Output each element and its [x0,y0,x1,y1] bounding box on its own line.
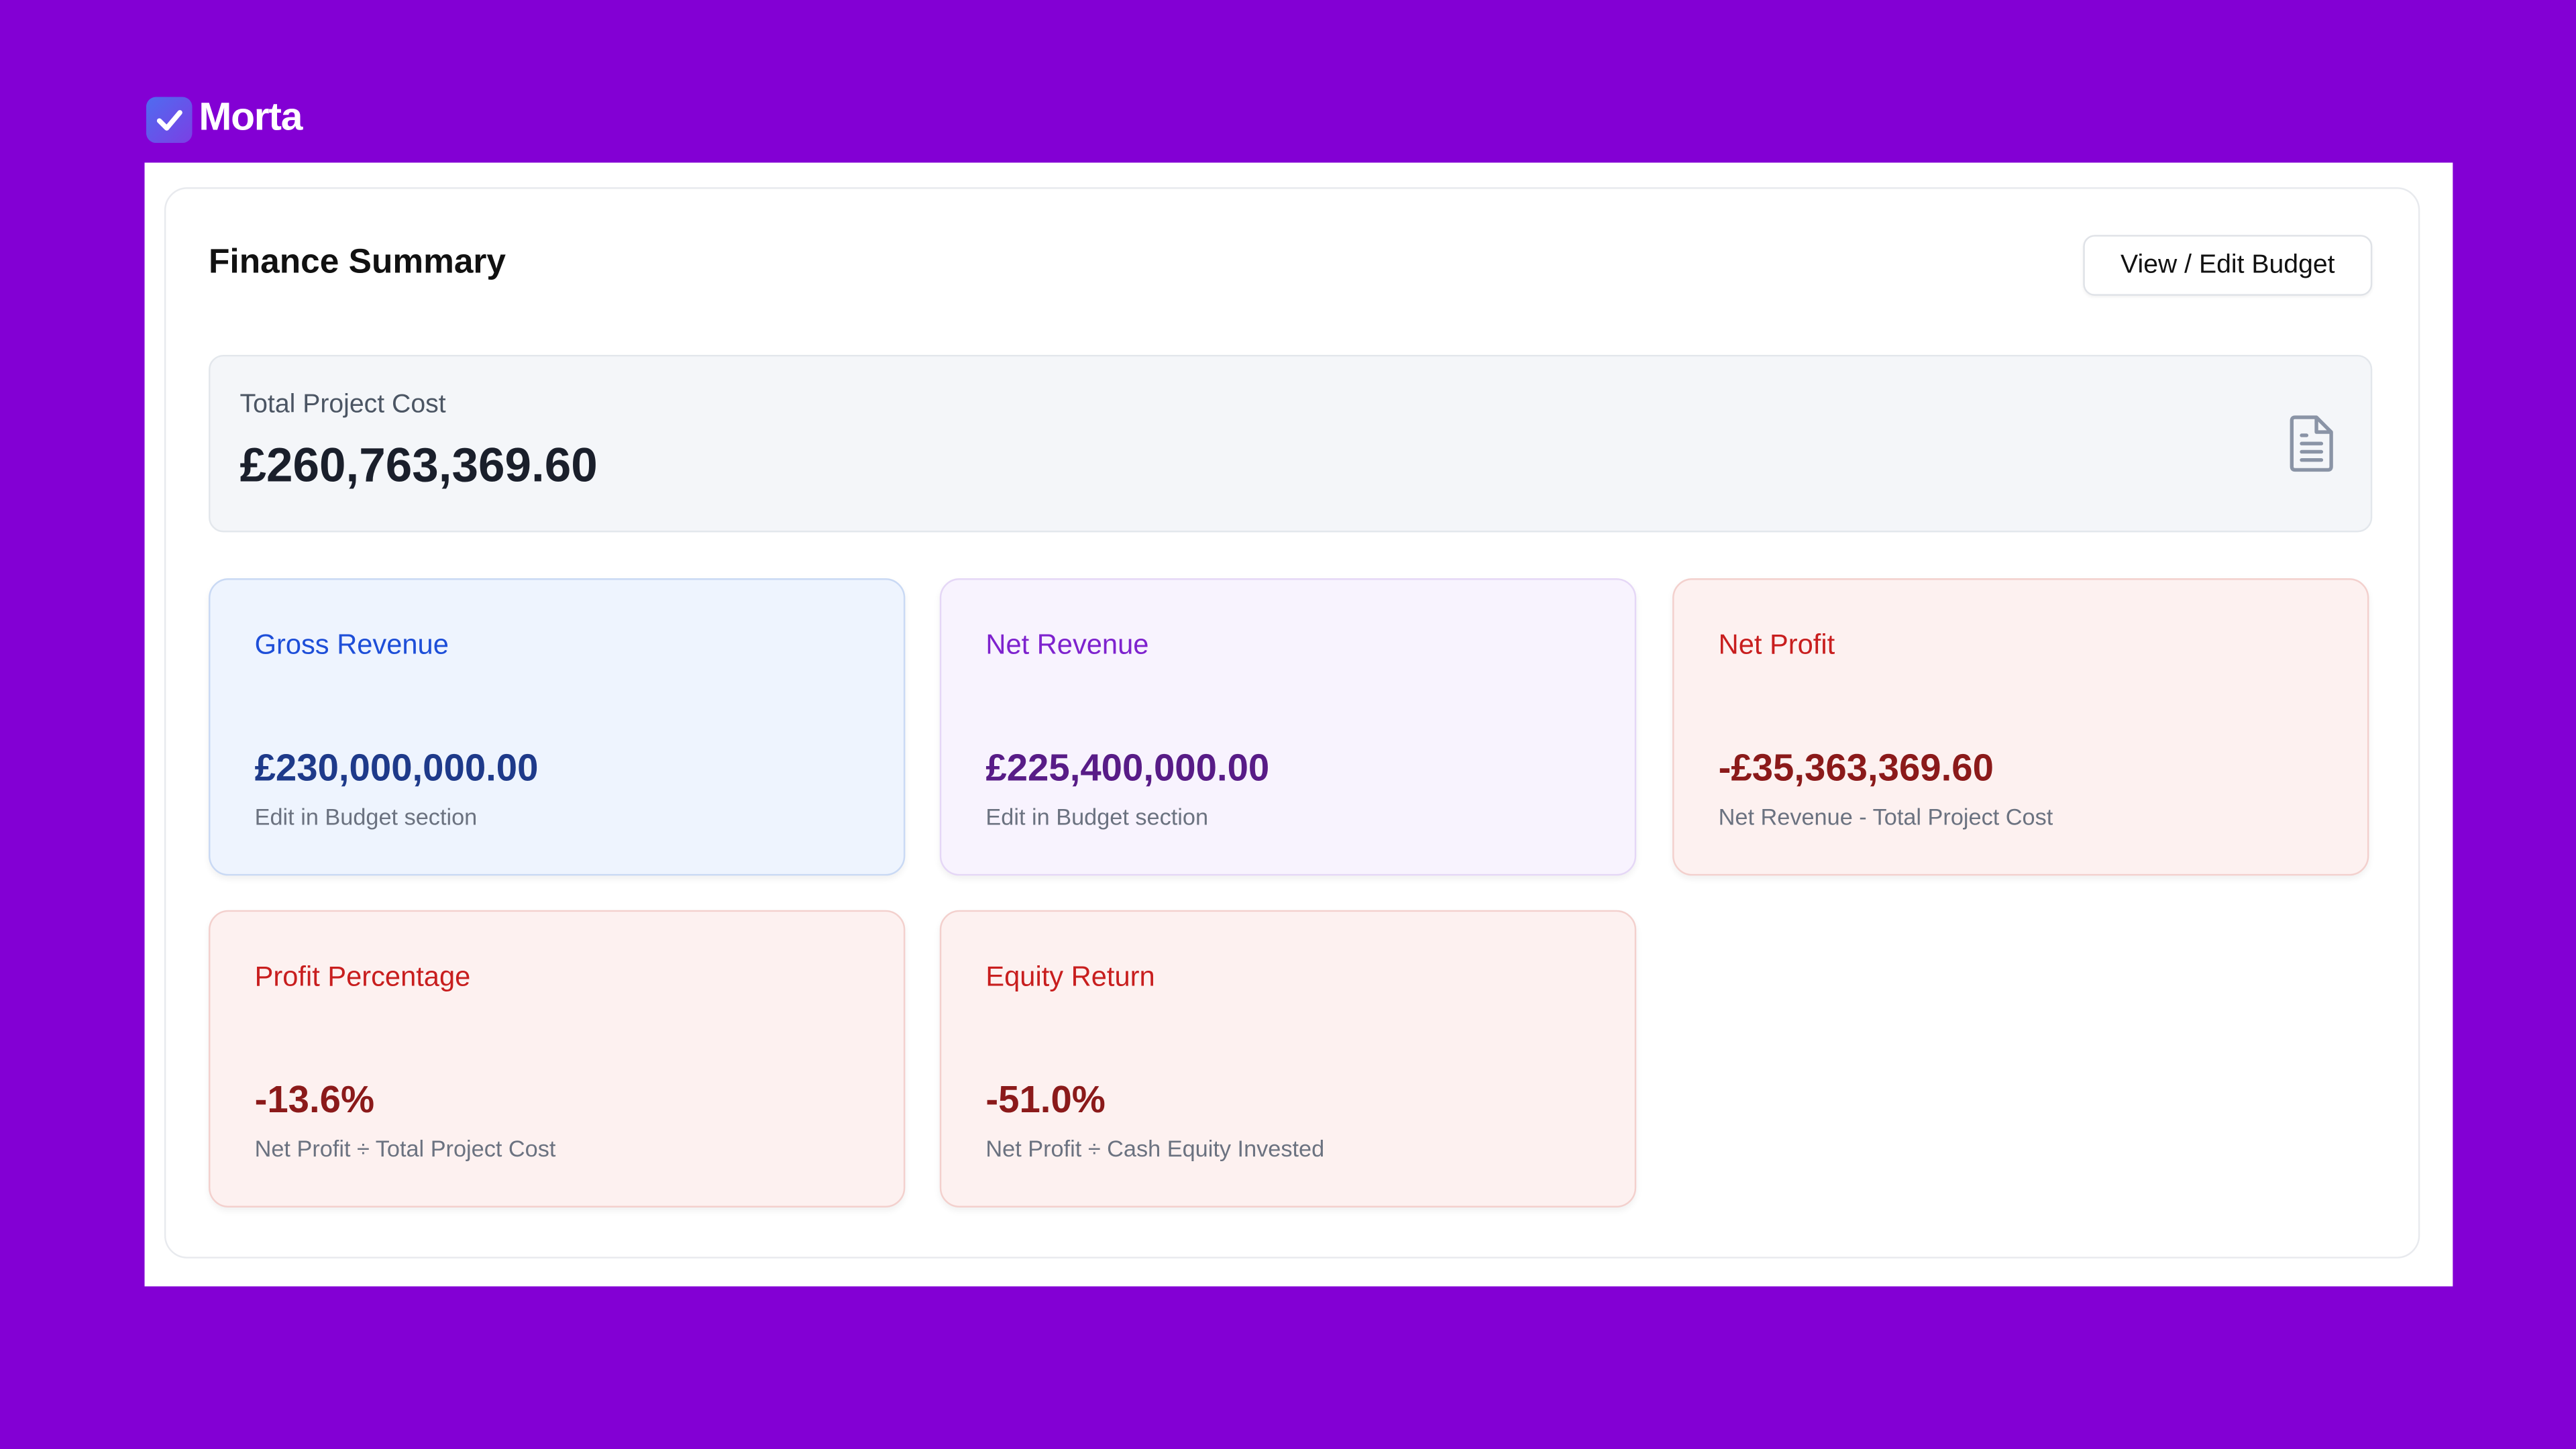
metric-note: Edit in Budget section [985,803,1209,830]
metric-value: -13.6% [254,1077,375,1121]
metric-label: Gross Revenue [254,629,449,661]
logo-check [156,110,182,131]
metric-card: Gross Revenue £230,000,000.00 Edit in Budg… [209,578,906,876]
metric-label: Net Profit [1718,629,1835,661]
metric-card: Net Revenue £225,400,000.00 Edit in Budget… [939,578,1637,876]
metric-card: Profit Percentage -13.6% Net Profit ÷ Tota… [209,910,906,1208]
brand: Morta [199,95,303,140]
metric-value: -£35,363,369.60 [1718,745,1994,789]
title: Finance Summary [209,243,506,281]
metric-label: Profit Percentage [254,961,471,993]
metric-value: £230,000,000.00 [254,745,539,789]
metric-note: Net Profit ÷ Cash Equity Invested [985,1135,1325,1162]
metric-card: Net Profit -£35,363,369.60 Net Revenue - T… [1672,578,2369,876]
edit-budget-button[interactable]: View / Edit Budget [2083,235,2373,296]
metric-value: £225,400,000.00 [985,745,1270,789]
logo [146,97,193,144]
metric-value: -51.0% [985,1077,1106,1121]
metric-label: Equity Return [985,961,1155,993]
metric-card: Equity Return -51.0% Net Profit ÷ Cash Equ… [939,910,1637,1208]
metric-note: Net Revenue - Total Project Cost [1718,803,2053,830]
metric-note: Edit in Budget section [254,803,478,830]
total-cost-value: £260,763,369.60 [239,440,598,493]
metric-note: Net Profit ÷ Total Project Cost [254,1135,556,1162]
total-cost-box [209,354,2373,533]
metric-label: Net Revenue [985,629,1149,661]
document-icon [2290,415,2333,472]
total-cost-label: Total Project Cost [239,390,446,419]
